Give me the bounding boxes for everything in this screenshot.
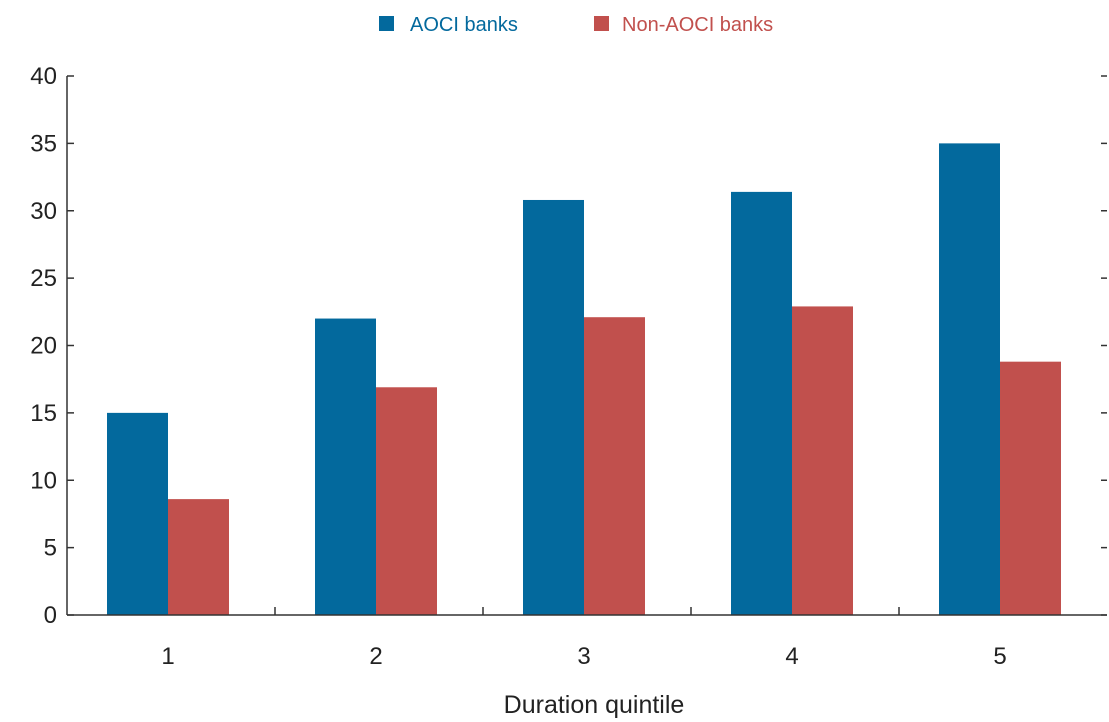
legend-swatch bbox=[594, 16, 609, 31]
y-tick-label: 0 bbox=[44, 602, 57, 629]
legend-label: AOCI banks bbox=[410, 14, 518, 36]
x-axis-ticks: 1 2 3 4 5 bbox=[161, 607, 1007, 670]
x-tick-label: 2 bbox=[369, 643, 382, 670]
bar-aoci-4 bbox=[731, 191, 792, 615]
y-tick-label: 15 bbox=[30, 400, 57, 427]
bar-non-aoci-3 bbox=[584, 317, 645, 615]
y-tick-label: 5 bbox=[44, 535, 57, 562]
bar-non-aoci-1 bbox=[168, 499, 229, 615]
x-tick-label: 5 bbox=[993, 643, 1006, 670]
bar-non-aoci-4 bbox=[792, 306, 853, 615]
bars bbox=[107, 143, 1061, 615]
bar-non-aoci-5 bbox=[1000, 361, 1061, 615]
bar-non-aoci-2 bbox=[376, 387, 437, 615]
legend-swatch bbox=[379, 16, 394, 31]
bar-aoci-5 bbox=[939, 143, 1000, 615]
y-tick-label: 20 bbox=[30, 333, 57, 360]
x-tick-label: 1 bbox=[161, 643, 174, 670]
x-axis-title: Duration quintile bbox=[504, 691, 685, 719]
y-tick-label: 25 bbox=[30, 265, 57, 292]
x-tick-label: 3 bbox=[577, 643, 590, 670]
y-tick-label: 40 bbox=[30, 63, 57, 90]
legend: AOCI banks Non-AOCI banks bbox=[379, 14, 773, 36]
y-tick-label: 35 bbox=[30, 130, 57, 157]
legend-label: Non-AOCI banks bbox=[622, 14, 773, 36]
x-tick-label: 4 bbox=[785, 643, 798, 670]
bar-aoci-1 bbox=[107, 412, 168, 615]
y-tick-label: 10 bbox=[30, 467, 57, 494]
bar-aoci-3 bbox=[523, 199, 584, 615]
y-tick-label: 30 bbox=[30, 198, 57, 225]
bar-aoci-2 bbox=[315, 318, 376, 615]
y-axis-ticks: 0 5 10 15 20 25 30 35 40 bbox=[30, 63, 1107, 629]
